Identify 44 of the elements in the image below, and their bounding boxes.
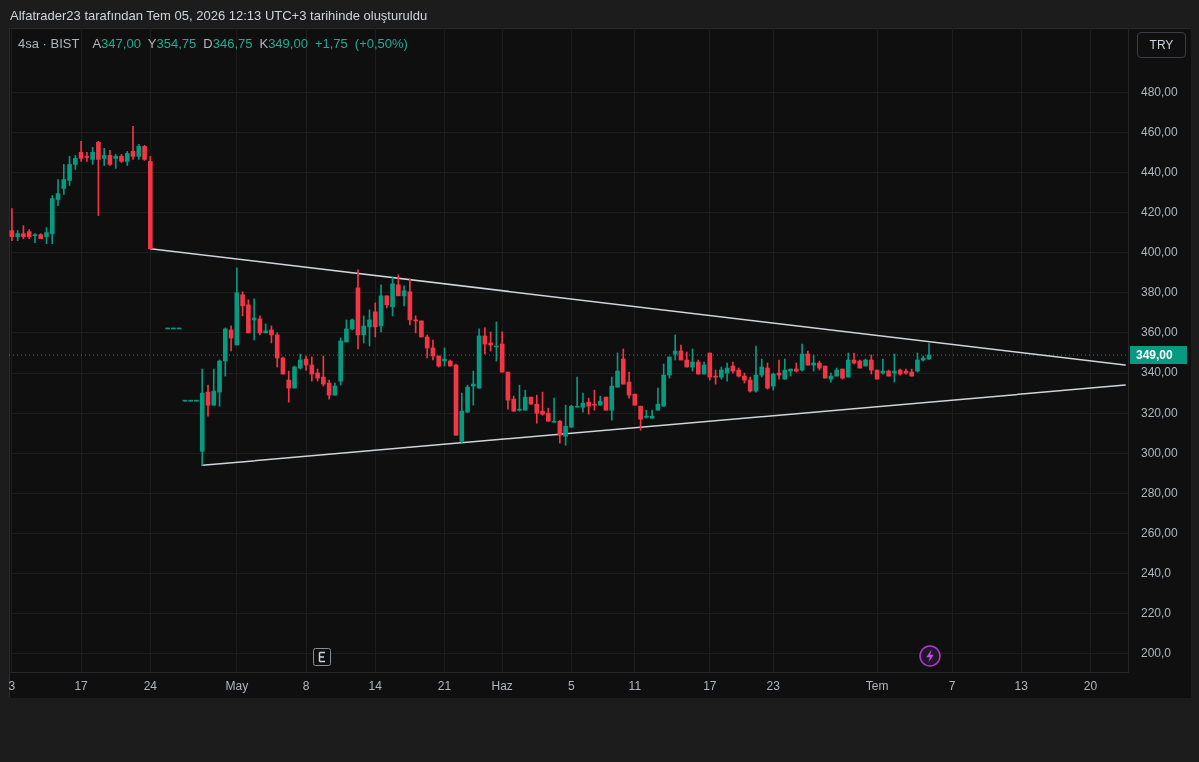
x-tick-label: 21	[437, 678, 452, 693]
x-tick-label: 11	[628, 678, 642, 693]
x-tick-label: 20	[1083, 678, 1098, 693]
x-tick-label: Tem	[865, 678, 889, 693]
candlestick	[580, 392, 586, 413]
candlestick	[84, 152, 90, 162]
candlestick	[113, 154, 119, 169]
y-tick-label: 200,0	[1141, 646, 1172, 661]
x-tick-label: 3	[8, 678, 16, 693]
x-tick-label: 24	[143, 678, 158, 693]
candlestick	[101, 148, 107, 166]
y-tick-label: 440,00	[1141, 164, 1179, 179]
y-tick-label: 280,00	[1141, 485, 1179, 500]
y-tick-label: 240,0	[1141, 566, 1172, 581]
y-tick-label: 360,00	[1141, 325, 1179, 340]
y-tick-label: 420,00	[1141, 204, 1179, 219]
candlestick	[130, 125, 136, 160]
x-tick-label: 8	[302, 678, 310, 693]
x-tick-label: 17	[74, 678, 89, 693]
x-tick-label: 23	[766, 678, 781, 693]
y-tick-label: 400,00	[1141, 245, 1179, 260]
y-tick-label: 260,00	[1141, 525, 1179, 540]
y-tick-label: 460,00	[1141, 124, 1179, 139]
candlestick	[9, 208, 15, 241]
y-tick-label: 340,00	[1141, 365, 1179, 380]
candlestick	[32, 233, 38, 243]
y-tick-label: 480,00	[1141, 84, 1179, 99]
text: 4sa · BIST	[18, 36, 80, 51]
x-tick-label: May	[225, 678, 249, 693]
x-tick-label: 17	[703, 678, 717, 693]
x-tick-label: 5	[568, 678, 576, 693]
y-tick-label: 220,0	[1141, 606, 1172, 621]
y-tick-label: 320,00	[1141, 405, 1179, 420]
y-tick-label: 300,00	[1141, 445, 1179, 460]
x-tick-label: 7	[948, 678, 956, 693]
x-tick-label: 13	[1014, 678, 1029, 693]
text: TRY	[1137, 32, 1186, 58]
y-tick-label: 380,00	[1141, 285, 1179, 300]
candlestick	[551, 397, 557, 423]
x-tick-label: 14	[368, 678, 383, 693]
x-tick-label: Haz	[491, 678, 513, 693]
ref-line-label: 349,00	[1136, 347, 1174, 362]
chart-title: Alfatrader23 tarafından Tem 05, 2026 12:13 UTC+3 tarihinde oluşturuldu	[10, 8, 428, 24]
text: A347,00 Y354,75 D346,75 K349,00 +1,75 (+0,50%)	[92, 36, 408, 51]
